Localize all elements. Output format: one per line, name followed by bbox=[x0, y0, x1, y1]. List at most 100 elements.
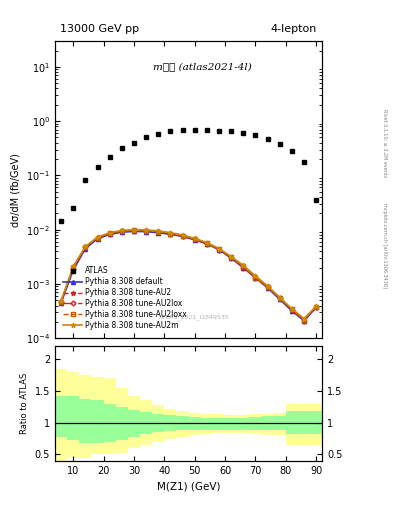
Pythia 8.308 default bbox=[229, 255, 233, 261]
ATLAS bbox=[59, 218, 63, 224]
Pythia 8.308 tune-AU2loxx bbox=[217, 246, 221, 252]
Pythia 8.308 default bbox=[95, 236, 100, 242]
Pythia 8.308 tune-AU2m bbox=[253, 273, 258, 279]
Pythia 8.308 tune-AU2loxx bbox=[156, 228, 161, 234]
ATLAS bbox=[71, 205, 75, 211]
Pythia 8.308 tune-AU2loxx bbox=[180, 233, 185, 239]
ATLAS bbox=[229, 128, 233, 134]
ATLAS bbox=[168, 128, 173, 134]
Pythia 8.308 tune-AU2lox bbox=[156, 229, 161, 235]
Pythia 8.308 tune-AU2lox bbox=[229, 255, 233, 261]
Pythia 8.308 tune-AU2loxx bbox=[59, 298, 63, 305]
Pythia 8.308 default bbox=[314, 304, 319, 310]
Pythia 8.308 tune-AU2loxx bbox=[83, 244, 88, 250]
Pythia 8.308 default bbox=[119, 229, 124, 235]
ATLAS bbox=[290, 148, 294, 154]
Pythia 8.308 tune-AU2m bbox=[59, 297, 63, 304]
Pythia 8.308 tune-AU2loxx bbox=[314, 304, 319, 310]
Pythia 8.308 tune-AU2 bbox=[119, 228, 124, 234]
ATLAS bbox=[241, 130, 246, 136]
Pythia 8.308 tune-AU2 bbox=[71, 265, 75, 271]
Pythia 8.308 tune-AU2 bbox=[229, 254, 233, 261]
Pythia 8.308 tune-AU2m bbox=[229, 253, 233, 260]
Y-axis label: dσ/dM (fb/GeV): dσ/dM (fb/GeV) bbox=[10, 153, 20, 226]
Pythia 8.308 tune-AU2 bbox=[132, 227, 136, 233]
Pythia 8.308 tune-AU2loxx bbox=[229, 254, 233, 261]
Pythia 8.308 default bbox=[265, 285, 270, 291]
Pythia 8.308 default bbox=[156, 229, 161, 236]
Pythia 8.308 tune-AU2loxx bbox=[132, 227, 136, 233]
Line: Pythia 8.308 default: Pythia 8.308 default bbox=[59, 229, 318, 323]
Pythia 8.308 default bbox=[204, 241, 209, 247]
Pythia 8.308 tune-AU2lox bbox=[59, 299, 63, 305]
Text: 4-lepton: 4-lepton bbox=[270, 24, 317, 33]
Pythia 8.308 tune-AU2lox bbox=[302, 317, 307, 324]
Pythia 8.308 tune-AU2lox bbox=[192, 237, 197, 243]
Pythia 8.308 default bbox=[241, 265, 246, 271]
Pythia 8.308 default bbox=[59, 300, 63, 306]
Pythia 8.308 tune-AU2lox bbox=[180, 233, 185, 239]
Pythia 8.308 tune-AU2m bbox=[314, 303, 319, 309]
X-axis label: M(Z1) (GeV): M(Z1) (GeV) bbox=[157, 481, 220, 491]
Pythia 8.308 default bbox=[217, 246, 221, 252]
Text: ATLAS_2021_I1849535: ATLAS_2021_I1849535 bbox=[159, 315, 230, 321]
Line: Pythia 8.308 tune-AU2lox: Pythia 8.308 tune-AU2lox bbox=[59, 229, 318, 323]
Pythia 8.308 tune-AU2m bbox=[83, 243, 88, 249]
ATLAS bbox=[180, 127, 185, 133]
Pythia 8.308 tune-AU2lox bbox=[204, 241, 209, 247]
Pythia 8.308 tune-AU2 bbox=[204, 240, 209, 246]
ATLAS bbox=[314, 197, 319, 203]
Pythia 8.308 tune-AU2 bbox=[95, 234, 100, 241]
Pythia 8.308 tune-AU2m bbox=[119, 227, 124, 233]
Pythia 8.308 default bbox=[107, 231, 112, 238]
ATLAS bbox=[107, 154, 112, 160]
Pythia 8.308 default bbox=[290, 308, 294, 314]
Legend: ATLAS, Pythia 8.308 default, Pythia 8.308 tune-AU2, Pythia 8.308 tune-AU2lox, Py: ATLAS, Pythia 8.308 default, Pythia 8.30… bbox=[62, 265, 189, 331]
Pythia 8.308 default bbox=[192, 237, 197, 243]
Pythia 8.308 tune-AU2 bbox=[83, 244, 88, 250]
ATLAS bbox=[83, 177, 88, 183]
Pythia 8.308 tune-AU2 bbox=[314, 304, 319, 310]
Pythia 8.308 tune-AU2m bbox=[241, 262, 246, 268]
Pythia 8.308 default bbox=[71, 267, 75, 273]
Pythia 8.308 tune-AU2m bbox=[71, 263, 75, 269]
Pythia 8.308 tune-AU2loxx bbox=[253, 275, 258, 281]
Line: Pythia 8.308 tune-AU2: Pythia 8.308 tune-AU2 bbox=[59, 228, 319, 322]
Line: Pythia 8.308 tune-AU2m: Pythia 8.308 tune-AU2m bbox=[59, 227, 319, 321]
ATLAS bbox=[302, 159, 307, 165]
ATLAS bbox=[156, 131, 161, 137]
Pythia 8.308 tune-AU2 bbox=[168, 230, 173, 237]
Pythia 8.308 tune-AU2 bbox=[302, 316, 307, 323]
Pythia 8.308 default bbox=[144, 228, 149, 234]
Pythia 8.308 tune-AU2m bbox=[217, 245, 221, 251]
Pythia 8.308 tune-AU2m bbox=[180, 232, 185, 238]
ATLAS bbox=[204, 127, 209, 133]
Pythia 8.308 tune-AU2 bbox=[144, 227, 149, 233]
Pythia 8.308 tune-AU2 bbox=[277, 295, 282, 301]
Pythia 8.308 tune-AU2 bbox=[59, 298, 63, 304]
Pythia 8.308 tune-AU2lox bbox=[314, 304, 319, 310]
Pythia 8.308 tune-AU2lox bbox=[217, 246, 221, 252]
Pythia 8.308 tune-AU2loxx bbox=[204, 240, 209, 246]
Pythia 8.308 tune-AU2m bbox=[144, 227, 149, 233]
ATLAS bbox=[144, 134, 149, 140]
Pythia 8.308 tune-AU2loxx bbox=[107, 230, 112, 237]
Text: mcplots.cern.ch [arXiv:1306.3436]: mcplots.cern.ch [arXiv:1306.3436] bbox=[382, 203, 387, 288]
Pythia 8.308 tune-AU2lox bbox=[168, 231, 173, 237]
Pythia 8.308 tune-AU2loxx bbox=[192, 236, 197, 242]
Y-axis label: Ratio to ATLAS: Ratio to ATLAS bbox=[20, 373, 29, 434]
Pythia 8.308 tune-AU2lox bbox=[290, 307, 294, 313]
ATLAS bbox=[253, 132, 258, 138]
Pythia 8.308 tune-AU2loxx bbox=[277, 295, 282, 301]
Pythia 8.308 tune-AU2loxx bbox=[302, 316, 307, 323]
Pythia 8.308 tune-AU2 bbox=[241, 263, 246, 269]
Pythia 8.308 tune-AU2m bbox=[132, 227, 136, 233]
Pythia 8.308 default bbox=[253, 275, 258, 281]
Pythia 8.308 tune-AU2lox bbox=[119, 228, 124, 234]
Pythia 8.308 tune-AU2lox bbox=[241, 265, 246, 271]
Pythia 8.308 tune-AU2loxx bbox=[168, 230, 173, 237]
Pythia 8.308 tune-AU2m bbox=[302, 315, 307, 322]
Pythia 8.308 tune-AU2m bbox=[277, 294, 282, 301]
Pythia 8.308 tune-AU2lox bbox=[265, 284, 270, 290]
Pythia 8.308 tune-AU2 bbox=[217, 246, 221, 252]
